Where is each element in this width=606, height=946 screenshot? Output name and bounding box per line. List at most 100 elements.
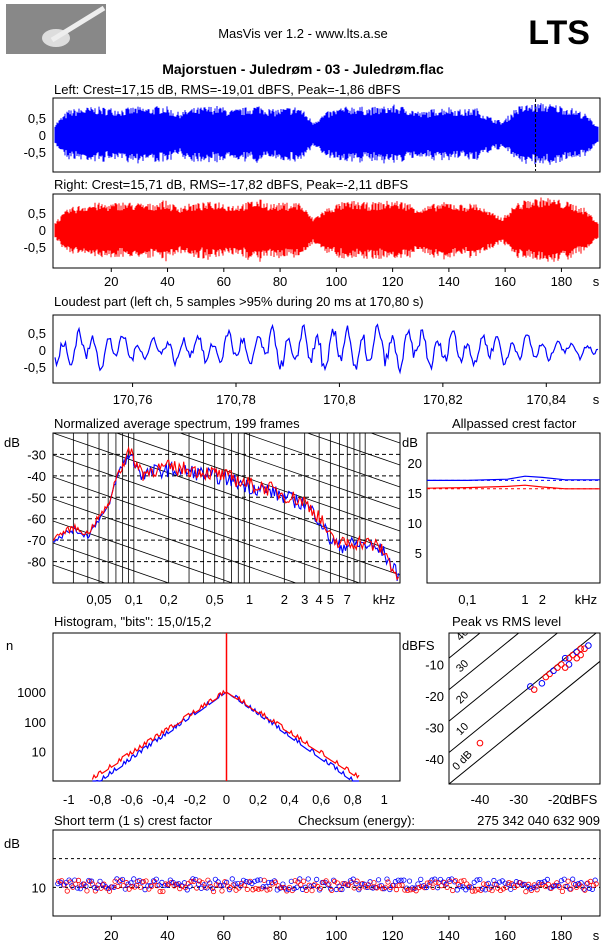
allpassed-crest-panel: Allpassed crest factor dB 20 15 10 5 0,1 1 2 k… <box>402 416 601 607</box>
stc-right-point <box>346 882 352 888</box>
stc-left-point <box>415 881 421 887</box>
stc-right-point <box>582 887 588 893</box>
stc-left-point <box>367 879 373 885</box>
x-tick-label: 160 <box>494 928 516 943</box>
x-tick-label: -0,4 <box>152 792 174 807</box>
waveform-path <box>54 103 599 165</box>
right-waveform-trace <box>54 197 599 262</box>
stc-left-point <box>333 886 339 893</box>
stc-right-point <box>196 878 203 884</box>
pvr-point <box>585 642 592 649</box>
stc-right-point <box>312 881 318 887</box>
spectrum-red-line <box>53 446 400 581</box>
stc-left-point <box>485 880 491 887</box>
x-tick-label: 0,05 <box>86 592 111 607</box>
allpassed-x-ticks: 0,1 1 2 kHz <box>458 592 597 607</box>
stc-right-point <box>309 887 315 894</box>
loudest-ytick-2: 0 <box>39 343 46 358</box>
x-tick-label: 1 <box>381 792 388 807</box>
stc-left-point <box>77 886 83 892</box>
allpassed-blue-line <box>427 475 600 481</box>
stc-left-point <box>471 879 477 885</box>
crest-diagonal-label: 20 <box>454 689 471 706</box>
y-tick-label: -30 <box>425 720 444 735</box>
stc-left-point <box>426 882 432 888</box>
x-tick-label: 2 <box>539 592 546 607</box>
stc-right-point <box>323 878 329 884</box>
stc-right-point <box>500 886 506 892</box>
loudest-title: Loudest part (left ch, 5 samples >95% du… <box>54 294 424 309</box>
stc-right-point <box>227 885 234 891</box>
spectrum-x-ticks: 0,05 0,1 0,2 0,5 1 2 3 4 5 7 kHz <box>86 592 395 607</box>
stc-right-point <box>557 884 563 890</box>
right-plot-frame <box>52 193 601 269</box>
pvr-point <box>546 670 553 678</box>
y-tick-label: -40 <box>27 469 46 484</box>
stc-left-point <box>477 876 483 883</box>
stc-left-point <box>125 881 131 887</box>
x-tick-label: 60 <box>217 274 231 289</box>
spectrum-ylabel: dB <box>4 435 20 450</box>
stc-right-point <box>303 887 309 894</box>
x-tick-label: 170,76 <box>113 392 153 407</box>
x-tick-label: 1 <box>521 592 528 607</box>
pvr-ylabel: dBFS <box>402 638 435 653</box>
stc-left-point <box>412 885 418 891</box>
stc-right-point <box>393 886 400 893</box>
loudest-x-ticks: 170,76 170,78 170,8 170,82 170,84 s <box>113 383 600 407</box>
x-tick-label: 100 <box>325 928 347 943</box>
loudest-ytick-3: -0,5 <box>24 360 46 375</box>
crest-diagonal <box>449 633 597 754</box>
pvr-point <box>538 680 546 687</box>
x-unit-label: dBFS <box>565 792 598 807</box>
stc-left-point <box>218 883 224 889</box>
stc-right-point <box>129 883 135 890</box>
stc-x-ticks: 20 40 60 80 100 120 140 160 180 s <box>104 916 600 943</box>
x-tick-label: -0,2 <box>184 792 206 807</box>
stc-right-point <box>250 887 256 893</box>
stc-left-point <box>544 876 550 883</box>
stc-right-point <box>565 878 571 884</box>
stc-left-point <box>364 884 370 890</box>
stc-left-point <box>133 882 140 888</box>
stc-left-point <box>128 880 134 886</box>
pvr-y-ticks: -10 -20 -30 -40 <box>425 657 444 766</box>
stc-left-point <box>457 883 463 889</box>
stc-left-point <box>153 876 159 882</box>
stc-right-point <box>523 889 529 895</box>
stc-left-point <box>232 881 238 887</box>
stc-left-point <box>353 881 359 887</box>
stc-left-point <box>392 879 399 885</box>
stc-right-point <box>382 884 388 890</box>
x-tick-label: 120 <box>382 928 404 943</box>
y-tick-label: -70 <box>27 533 46 548</box>
stc-right-point <box>115 883 121 889</box>
stc-right-point <box>396 882 402 888</box>
stc-right-point <box>405 887 411 894</box>
grid-diagonal <box>179 433 400 510</box>
stc-right-point <box>461 877 467 884</box>
x-tick-label: 0 <box>223 792 230 807</box>
spectrum-y-ticks: -30 -40 -50 -60 -70 -80 <box>27 447 46 569</box>
stc-left-point <box>212 876 218 882</box>
left-ytick-2: 0 <box>39 128 46 143</box>
app-title: MasVis ver 1.2 - www.lts.a.se <box>218 26 388 41</box>
allpassed-plot-frame <box>426 432 601 584</box>
allpassed-title: Allpassed crest factor <box>452 416 577 431</box>
stc-right-point <box>326 881 332 887</box>
stc-right-point <box>585 880 591 886</box>
y-tick-label: -40 <box>425 752 444 767</box>
x-tick-label: 120 <box>382 274 404 289</box>
stc-left-point <box>361 881 368 887</box>
grid-diagonal <box>53 542 170 583</box>
stc-left-point <box>243 879 249 885</box>
left-title: Left: Crest=17,15 dB, RMS=-19,01 dBFS, P… <box>54 82 401 97</box>
stc-left-point <box>443 881 449 887</box>
grid-diagonal <box>53 498 298 583</box>
pvr-plot-frame <box>448 632 601 785</box>
stc-right-point <box>219 888 225 894</box>
left-ytick-3: -0,5 <box>24 145 46 160</box>
stc-left-point <box>488 884 494 890</box>
x-tick-label: -40 <box>471 792 490 807</box>
